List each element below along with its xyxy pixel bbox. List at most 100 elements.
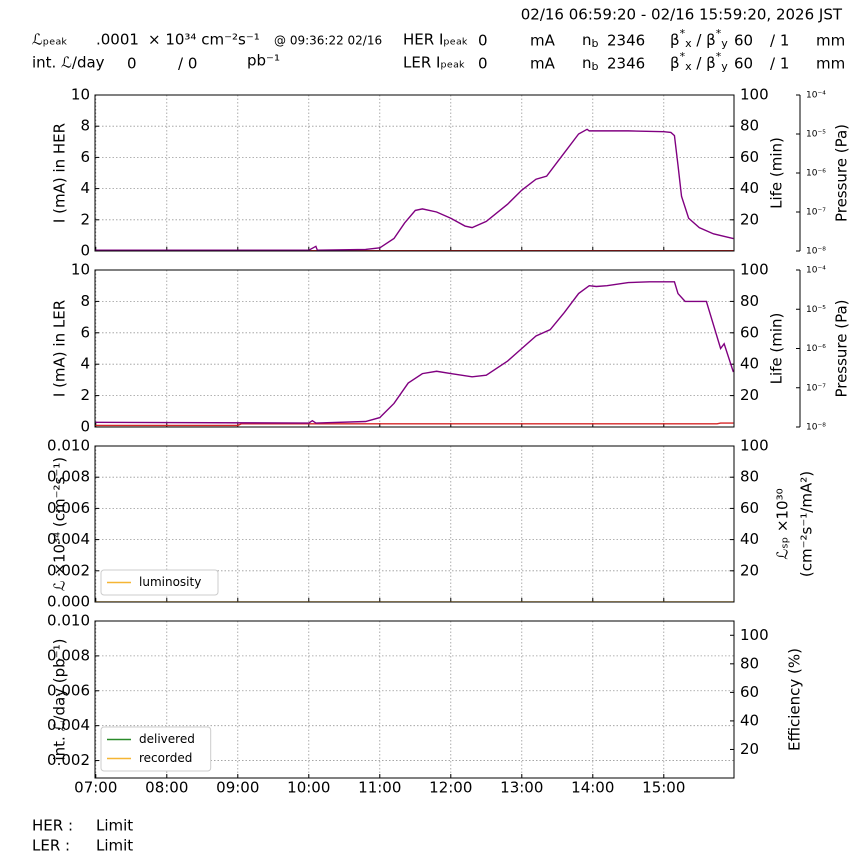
y-tick-label: 6 [80,148,90,166]
ring-current: 0 [478,55,488,73]
y-tick-label: 0.002 [47,561,90,579]
ring-current-label: HER Iₚₑₐₖ [403,31,468,49]
y3-tick-label: 10⁻⁸ [806,247,826,257]
int-lum-recorded: / 0 [178,55,197,73]
y3-tick-label: 10⁻⁷ [806,208,826,218]
y3-tick-label: 10⁻⁴ [806,266,826,276]
y-tick-label: 4 [80,355,90,373]
bunch-label-part: n [582,31,592,49]
plot-frame [94,445,735,603]
footer-status: Limit [96,837,133,855]
x-tick-label: 15:00 [642,779,685,797]
y-tick-label: 0.008 [47,646,90,664]
beta-unit: mm [816,32,845,50]
y-tick-label: 2 [80,386,90,404]
beta-label-part: / β [692,54,716,72]
y2-axis-label: Life (min) [768,313,786,385]
y-axis-label: ℒ ×10³⁴ (cm⁻²s⁻¹) [51,457,69,591]
lum-peak-label: ℒₚₑₐₖ [32,31,68,49]
legend-box [100,569,219,596]
ring-current-label: LER Iₚₑₐₖ [403,54,465,72]
plot-frame [94,620,735,779]
int-lum-label: int. ℒ/day [32,54,105,72]
series-line [95,281,734,424]
y-tick-label: 0.008 [47,468,90,486]
y-axis-label: int. ℒ/day (pb⁻¹) [51,639,69,761]
y2-tick-label: 20 [740,740,759,758]
y-tick-label: 0.000 [47,593,90,611]
y-tick-label: 4 [80,179,90,197]
x-tick-label: 11:00 [358,779,401,797]
ring-current: 0 [478,32,488,50]
footer-status: Limit [96,817,133,835]
bunch-label-part: b [592,60,599,73]
int-lum-unit: pb⁻¹ [247,52,280,70]
x-tick-label: 14:00 [571,779,614,797]
y3-tick-label: 10⁻⁸ [806,423,826,433]
bunch-label: nb [582,31,599,51]
y2-axis-label: Life (min) [768,137,786,209]
beta-label: β*x / β*y [670,50,728,73]
beta-y: / 1 [770,32,789,50]
y2-tick-label: 60 [740,148,759,166]
beta-label-part: x [685,60,692,73]
x-tick-label: 09:00 [216,779,259,797]
beta-label-part: β [670,31,680,49]
footer-label: HER : [32,817,73,835]
ring-current-unit: mA [530,32,556,50]
y-tick-label: 6 [80,323,90,341]
beta-unit: mm [816,55,845,73]
y3-tick-label: 10⁻⁶ [806,169,826,179]
beta-label-part: * [680,50,686,63]
y-tick-label: 0.010 [47,437,90,455]
lum-peak-value: .0001 [96,31,139,49]
legend-label: luminosity [139,575,201,589]
bunch-label: nb [582,54,599,74]
beta-label-part: y [721,60,728,73]
y-tick-label: 10 [71,261,90,279]
beta-label-part: β [670,54,680,72]
beta-label-part: / β [692,31,716,49]
y3-axis-label: Pressure (Pa) [833,124,851,222]
x-tick-label: 10:00 [287,779,330,797]
y-tick-label: 2 [80,210,90,228]
y2-tick-label: 20 [740,210,759,228]
legend-label: delivered [139,732,195,746]
y2-tick-label: 80 [740,468,759,486]
x-tick-label: 12:00 [429,779,472,797]
y2-tick-label: 100 [740,86,769,104]
y-tick-label: 0.010 [47,612,90,630]
bunch-label-part: b [592,37,599,50]
y-tick-label: 0.004 [47,530,90,548]
y2-tick-label: 20 [740,561,759,579]
beta-label: β*x / β*y [670,27,728,50]
beta-label-part: x [685,37,692,50]
y-tick-label: 10 [71,86,90,104]
ring-current-unit: mA [530,55,556,73]
y2-axis-label: ℒₛₚ ×10³⁰ [774,488,792,559]
y2-tick-label: 80 [740,292,759,310]
x-tick-label: 13:00 [500,779,543,797]
beta-x: 60 [734,55,753,73]
y-tick-label: 0 [80,418,90,436]
y3-tick-label: 10⁻⁴ [806,91,826,101]
y-tick-label: 0.004 [47,716,90,734]
y2-tick-label: 40 [740,711,759,729]
x-tick-label: 08:00 [145,779,188,797]
beta-label-part: y [721,37,728,50]
y-axis-label: I (mA) in LER [51,300,69,397]
series-line [95,128,734,251]
y2-tick-label: 40 [740,355,759,373]
int-lum-delivered: 0 [127,55,137,73]
y-tick-label: 0.002 [47,751,90,769]
y-tick-label: 8 [80,117,90,135]
y2-tick-label: 80 [740,117,759,135]
beta-x: 60 [734,32,753,50]
y-tick-label: 0.006 [47,681,90,699]
lum-unit: × 10³⁴ cm⁻²s⁻¹ [148,31,260,49]
time-range: 02/16 06:59:20 - 02/16 15:59:20, 2026 JS… [521,6,843,24]
y2-tick-label: 60 [740,499,759,517]
beta-label-part: * [716,27,722,40]
bunch-count: 2346 [607,55,645,73]
